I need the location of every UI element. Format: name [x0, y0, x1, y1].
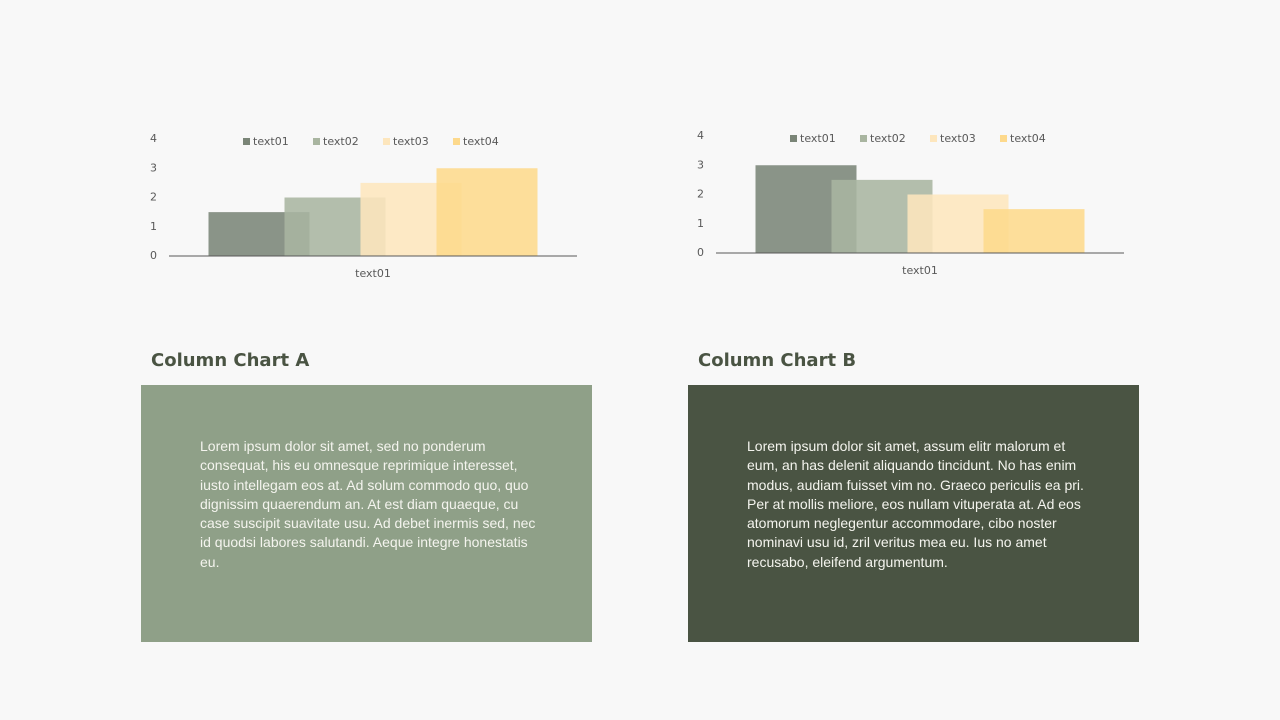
- legend-swatch: [243, 138, 250, 145]
- y-tick-label: 2: [697, 188, 704, 201]
- legend-swatch: [313, 138, 320, 145]
- legend-swatch: [1000, 135, 1007, 142]
- legend-label: text04: [1010, 132, 1046, 145]
- y-tick-label: 1: [150, 220, 157, 233]
- panel-heading: Column Chart A: [151, 350, 310, 371]
- legend-label: text03: [393, 135, 429, 148]
- legend-label: text04: [463, 135, 499, 148]
- y-tick-label: 0: [150, 249, 157, 262]
- y-tick-label: 2: [150, 191, 157, 204]
- legend-swatch: [790, 135, 797, 142]
- legend-label: text03: [940, 132, 976, 145]
- legend-label: text02: [870, 132, 906, 145]
- y-tick-label: 0: [697, 246, 704, 259]
- chart: 0 1 2 3 4 text01 text01 text02 text03 text04: [150, 132, 577, 280]
- y-tick-label: 3: [697, 158, 704, 171]
- text-panel: Lorem ipsum dolor sit amet, sed no ponde…: [141, 385, 592, 642]
- x-tick-label: text01: [355, 267, 391, 280]
- y-tick-label: 3: [150, 161, 157, 174]
- x-tick-label: text01: [902, 264, 938, 277]
- legend-label: text01: [253, 135, 289, 148]
- y-tick-label: 1: [697, 217, 704, 230]
- legend-swatch: [930, 135, 937, 142]
- bar: [436, 168, 538, 256]
- y-tick-label: 4: [697, 129, 704, 142]
- legend-swatch: [860, 135, 867, 142]
- legend-label: text02: [323, 135, 359, 148]
- text-panel: Lorem ipsum dolor sit amet, assum elitr …: [688, 385, 1139, 642]
- legend-swatch: [453, 138, 460, 145]
- y-tick-label: 4: [150, 132, 157, 145]
- legend-label: text01: [800, 132, 836, 145]
- chart: 0 1 2 3 4 text01 text01 text02 text03 text04: [697, 129, 1124, 277]
- panel-heading: Column Chart B: [698, 350, 857, 371]
- panel-body: Lorem ipsum dolor sit amet, assum elitr …: [747, 438, 1084, 570]
- panel-body: Lorem ipsum dolor sit amet, sed no ponde…: [200, 438, 536, 570]
- legend-swatch: [383, 138, 390, 145]
- bar: [983, 209, 1085, 253]
